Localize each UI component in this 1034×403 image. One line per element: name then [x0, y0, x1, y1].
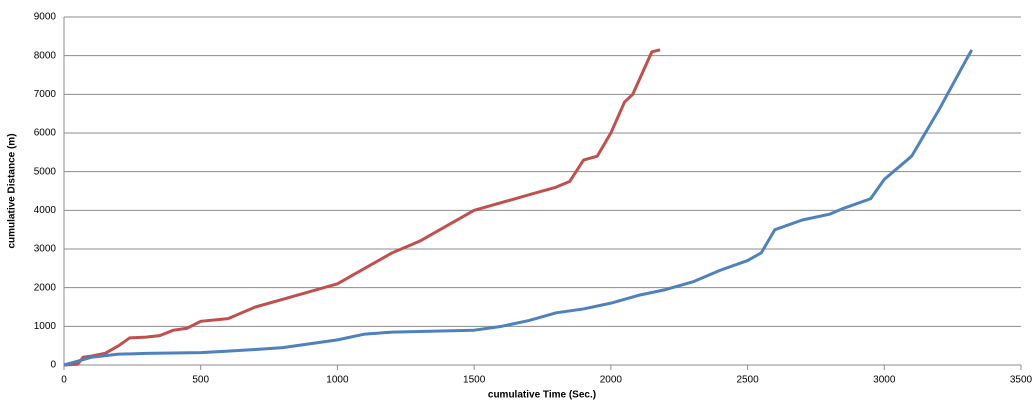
x-axis-label: cumulative Time (Sec.) [488, 390, 596, 401]
x-tick-label: 3500 [1010, 375, 1033, 386]
y-tick-label: 2000 [34, 282, 57, 293]
y-tick-label: 5000 [34, 166, 57, 177]
y-axis-label: cumulative Distance (m) [7, 133, 18, 248]
y-tick-label: 6000 [34, 128, 57, 139]
x-tick-label: 2000 [600, 375, 623, 386]
y-tick-label: 7000 [34, 89, 57, 100]
x-tick-label: 1500 [463, 375, 486, 386]
y-tick-label: 3000 [34, 244, 57, 255]
x-tick-label: 2500 [736, 375, 759, 386]
x-tick-label: 500 [192, 375, 209, 386]
y-tick-label: 4000 [34, 205, 57, 216]
x-tick-label: 3000 [873, 375, 896, 386]
series-line [63, 49, 974, 367]
y-tick-label: 9000 [34, 12, 57, 23]
series-line [63, 48, 661, 367]
y-tick-label: 8000 [34, 50, 57, 61]
x-tick-label: 1000 [326, 375, 349, 386]
x-tick-label: 0 [61, 375, 67, 386]
y-tick-label: 1000 [34, 321, 57, 332]
y-tick-label: 0 [50, 360, 56, 371]
